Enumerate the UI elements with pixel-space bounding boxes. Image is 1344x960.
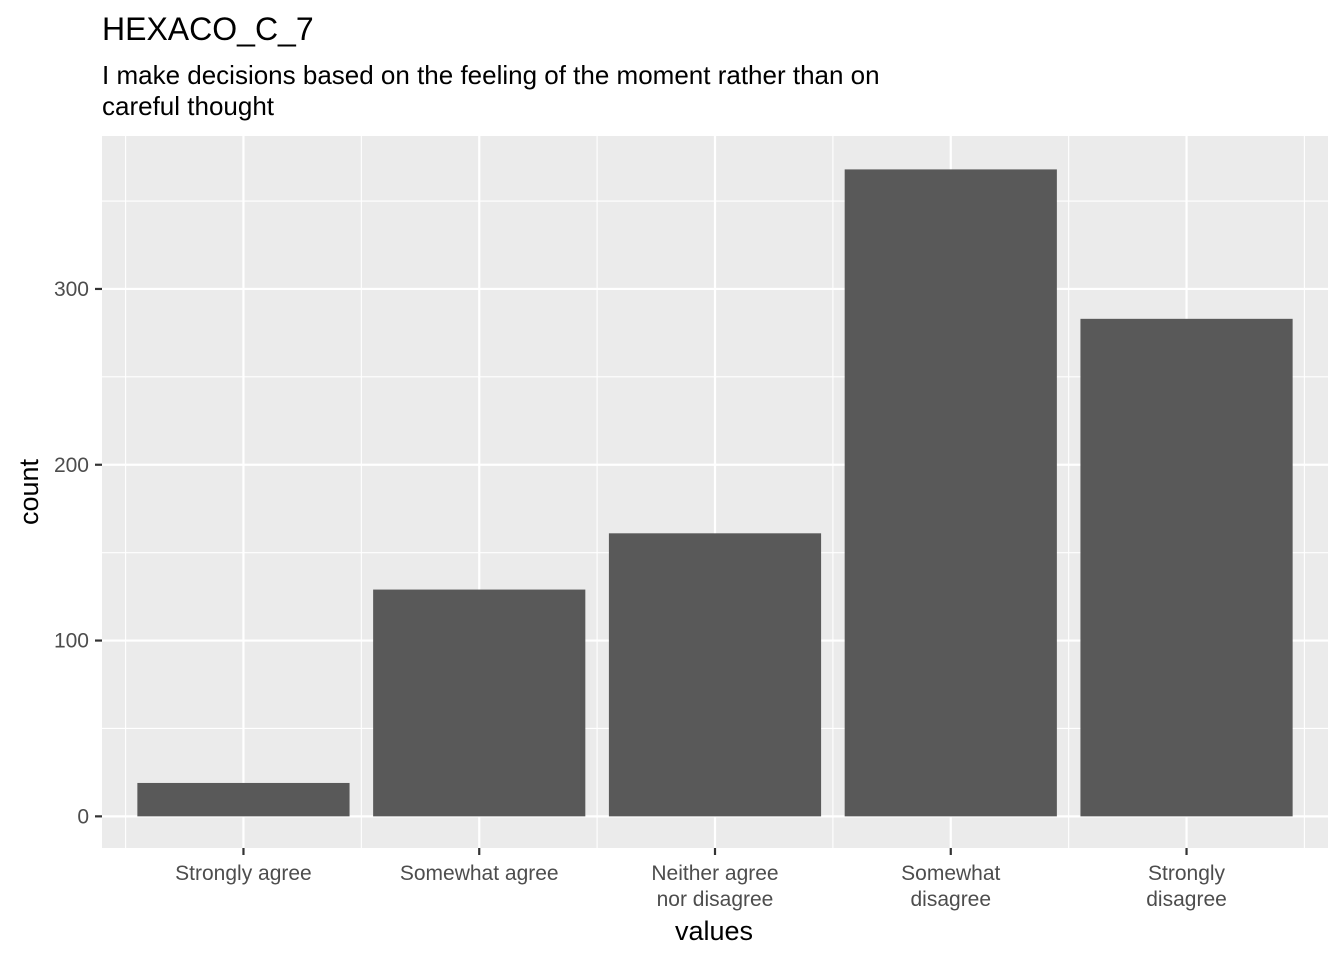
bar: [1080, 318, 1293, 817]
x-tick-label: Strongly: [1148, 862, 1226, 885]
x-tick-label: disagree: [1146, 888, 1227, 911]
y-tick-label: 300: [54, 278, 89, 301]
bar: [373, 589, 586, 817]
x-tick-label: Strongly agree: [175, 862, 312, 885]
chart-subtitle-line-1: I make decisions based on the feeling of…: [102, 60, 880, 90]
x-tick-label: nor disagree: [657, 888, 774, 911]
y-tick-label: 200: [54, 454, 89, 477]
x-tick-label: Somewhat agree: [400, 862, 559, 885]
x-tick-label: Somewhat: [901, 862, 1000, 885]
plot-area: 0 100 200 300 Strongly agree Somewhat agree Ne…: [54, 136, 1328, 911]
chart-title: HEXACO_C_7: [102, 11, 314, 47]
chart-subtitle-line-2: careful thought: [102, 91, 275, 121]
bar: [137, 782, 350, 817]
x-axis-title: values: [675, 916, 753, 946]
y-tick-label: 100: [54, 630, 89, 653]
y-tick-label: 0: [77, 805, 89, 828]
bar: [608, 533, 822, 817]
y-axis-title: count: [14, 458, 44, 525]
bar: [844, 169, 1057, 817]
x-tick-label: Neither agree: [651, 862, 778, 885]
x-tick-label: disagree: [910, 888, 991, 911]
